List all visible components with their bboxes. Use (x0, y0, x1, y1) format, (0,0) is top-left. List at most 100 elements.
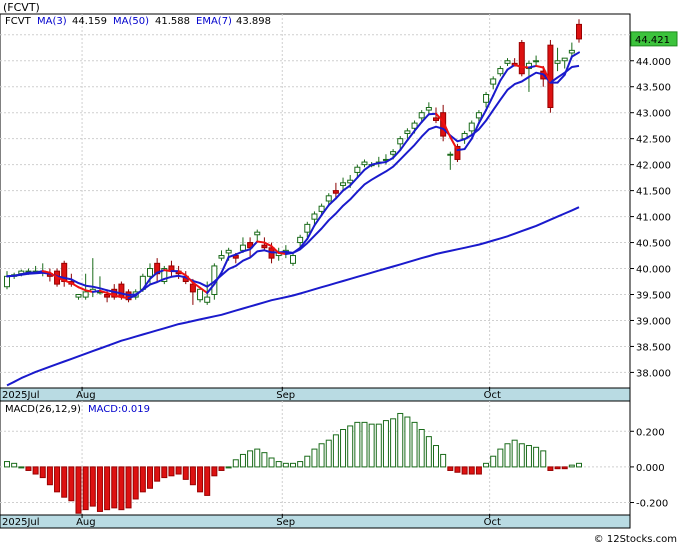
price-tick-label: 39.500 (636, 291, 671, 302)
macd-bar (318, 443, 325, 468)
ma3-segment (249, 240, 259, 251)
ma3-segment (435, 112, 445, 123)
ma3-segment (20, 271, 30, 276)
candle-body (490, 78, 497, 85)
macd-bar (275, 461, 282, 468)
ma3-segment (384, 156, 395, 164)
macd-bar (454, 466, 461, 473)
candle-body (161, 268, 168, 283)
ma3-segment (356, 168, 366, 179)
candle-body (397, 138, 404, 145)
macd-bar (225, 466, 232, 469)
macd-bar (433, 445, 439, 468)
ma3-segment (227, 253, 237, 259)
macd-bar (411, 421, 418, 468)
ma3-segment (56, 276, 66, 282)
candle (483, 91, 490, 108)
ma3-segment (127, 294, 137, 300)
ma3-segment (292, 246, 302, 254)
macd-bar (404, 416, 411, 468)
ma3-segment (77, 286, 87, 292)
macd-bar (154, 466, 161, 482)
macd-bar (197, 466, 204, 493)
legend-fcvt: FCVT (5, 16, 32, 27)
candle (561, 57, 568, 69)
candle-body (518, 42, 525, 75)
macd-bar (46, 466, 53, 486)
candle-body (254, 231, 261, 236)
candle-body (340, 182, 347, 186)
candle (297, 234, 304, 248)
candle-body (311, 213, 318, 220)
ma3-segment (13, 273, 23, 277)
ma3-segment (113, 294, 123, 299)
ma3-segment (134, 288, 144, 297)
candle (518, 39, 525, 77)
macd-bar (375, 423, 382, 468)
candle-body (533, 60, 540, 63)
macd-bar (561, 466, 568, 470)
macd-bar (82, 466, 89, 511)
macd-bar (447, 466, 454, 471)
ma3-segment (563, 55, 573, 76)
macd-bar (111, 466, 118, 509)
macd-bar (425, 436, 432, 468)
macd-bar (304, 455, 311, 468)
x-axis-label: Aug (76, 390, 96, 401)
macd-bar (483, 462, 490, 468)
macd-bar (354, 421, 361, 468)
candle-body (104, 294, 111, 298)
macd-bar (168, 466, 175, 477)
candle-body (82, 291, 89, 298)
candle (332, 182, 339, 199)
candle-body (568, 49, 575, 54)
macd-bar (497, 448, 504, 468)
ma3-segment (141, 277, 151, 291)
ma3-segment (98, 289, 109, 294)
macd-bar (147, 466, 153, 489)
ma3-segment (492, 79, 502, 97)
ma3-segment (206, 283, 216, 294)
candle (82, 273, 89, 300)
candle-body (418, 112, 425, 119)
macd-bar (268, 457, 275, 468)
macd-bar (104, 466, 111, 511)
candle-body (297, 236, 304, 244)
macd-x-axis-labels: 2025Jul Aug Sep Oct (2, 514, 501, 528)
candle-body (189, 283, 196, 293)
macd-bar (132, 466, 139, 500)
candle-body (354, 166, 361, 173)
candle-body (197, 288, 204, 301)
candle (261, 237, 268, 251)
macd-bar (161, 466, 168, 479)
x-axis-label: Sep (276, 517, 295, 528)
candle (447, 151, 454, 170)
ma3-segment (6, 274, 16, 278)
candle (311, 211, 318, 225)
ma3-segment (177, 270, 187, 277)
macd-bar (54, 466, 61, 493)
ma3-segment (70, 282, 80, 289)
macd-tick-label: 0.000 (636, 463, 665, 474)
ma3-segment (156, 269, 166, 274)
price-tick-label: 39.000 (636, 316, 671, 327)
candle-body (554, 60, 561, 64)
ma3-segment (41, 270, 51, 274)
ma3-segment (334, 189, 345, 200)
macd-bar (182, 466, 189, 480)
macd-bar (504, 443, 511, 468)
ma3-segment (284, 251, 294, 255)
x-axis-label: 2025Jul (2, 390, 40, 401)
ma3-segment (234, 250, 244, 256)
ma3-segment (256, 240, 266, 244)
price-legend: FCVT MA(3) 44.159 MA(50) 41.588 EMA(7) 4… (5, 16, 271, 27)
macd-bar (204, 466, 211, 496)
macd-bar (325, 439, 332, 468)
ma3-segment (48, 271, 59, 279)
ma3-segment (499, 68, 509, 82)
candle-body (204, 296, 211, 303)
candle (468, 120, 475, 137)
macd-bar (261, 452, 268, 468)
macd-tick-label: 0.200 (636, 427, 665, 438)
